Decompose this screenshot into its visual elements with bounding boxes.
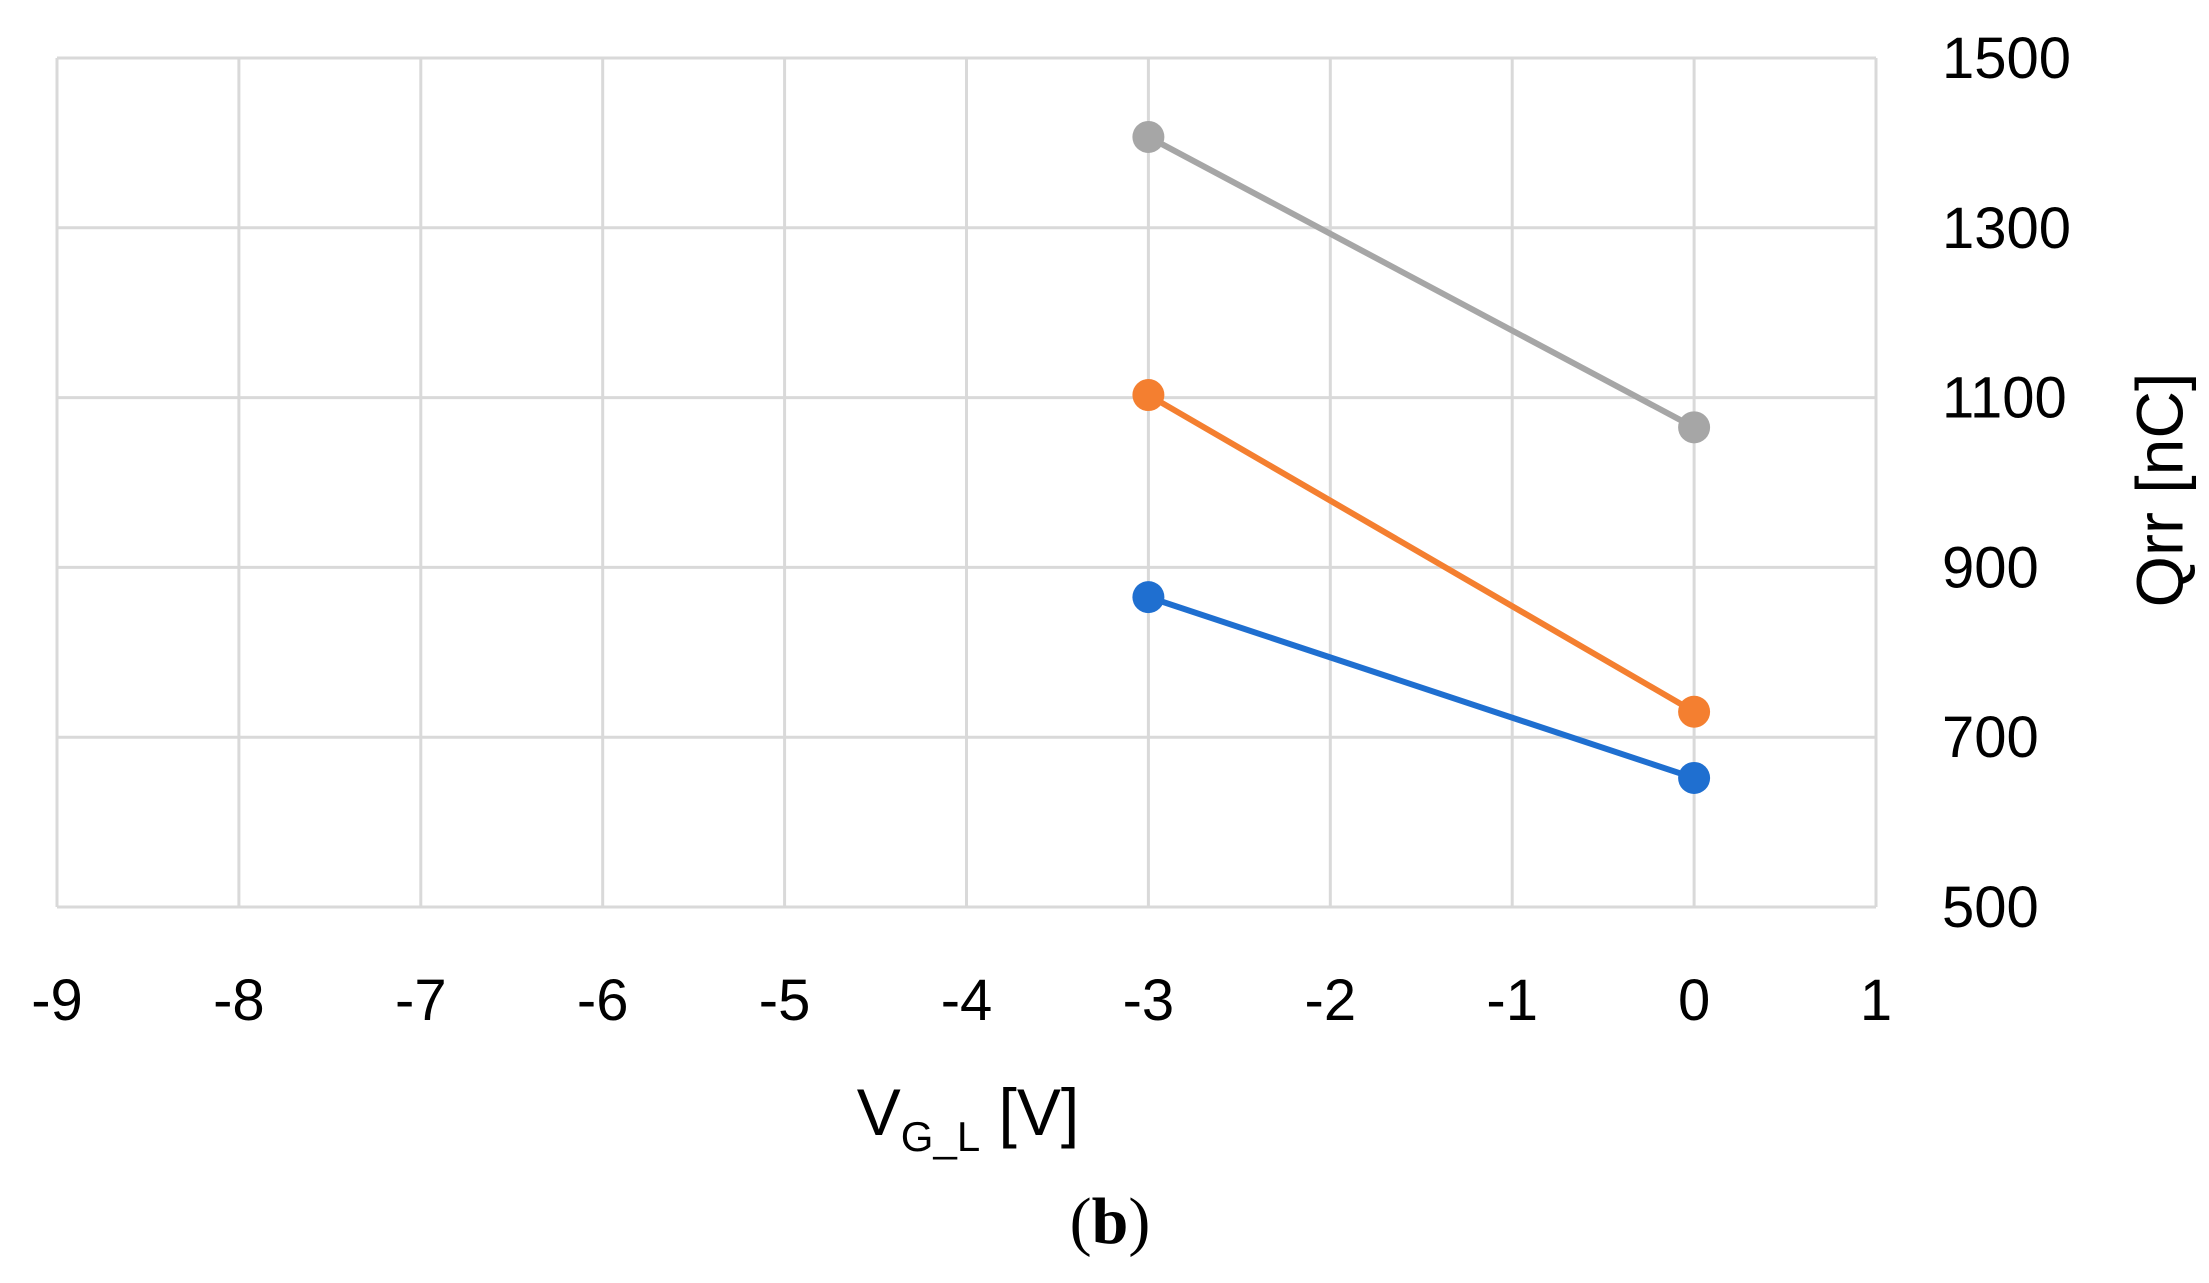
- x-tick-label: 0: [1678, 968, 1710, 1033]
- x-axis-title: VG_L [V]: [857, 1075, 1079, 1160]
- y-tick-labels: 500 700 900 1100 1300 1500: [1942, 26, 2071, 940]
- y-tick-label: 900: [1942, 535, 2039, 600]
- x-tick-label: -2: [1305, 968, 1357, 1033]
- data-point: [1678, 411, 1711, 444]
- data-point: [1132, 581, 1165, 614]
- data-point: [1678, 761, 1711, 794]
- series-line: [1145, 133, 1698, 431]
- x-tick-labels: -9 -8 -7 -6 -5 -4 -3 -2 -1 0 1: [31, 968, 1892, 1033]
- x-tick-label: 1: [1860, 968, 1892, 1033]
- x-tick-label: -5: [759, 968, 811, 1033]
- data-point: [1678, 695, 1711, 728]
- series-line: [1145, 392, 1698, 715]
- x-axis-title-main: V: [857, 1075, 901, 1149]
- x-tick-label: -9: [31, 968, 83, 1033]
- series-line: [1145, 594, 1698, 781]
- x-tick-label: -1: [1486, 968, 1538, 1033]
- data-point: [1132, 379, 1165, 412]
- y-tick-label: 1500: [1942, 26, 2071, 91]
- panel-label-close: ): [1128, 1185, 1150, 1258]
- y-tick-label: 500: [1942, 875, 2039, 940]
- panel-label-letter: b: [1092, 1185, 1129, 1258]
- data-point: [1132, 120, 1165, 153]
- y-tick-label: 1100: [1942, 366, 2067, 431]
- x-tick-label: -8: [213, 968, 265, 1033]
- y-axis-title: Qrr [nC]: [2122, 373, 2196, 608]
- x-axis-title-subscript: G_L: [901, 1113, 980, 1160]
- grid-lines: [55, 56, 1878, 909]
- x-tick-label: -3: [1123, 968, 1175, 1033]
- x-tick-label: -4: [941, 968, 993, 1033]
- panel-label: (b): [1070, 1185, 1151, 1258]
- x-tick-label: -6: [577, 968, 629, 1033]
- x-tick-label: -7: [395, 968, 447, 1033]
- panel-label-open: (: [1070, 1185, 1092, 1258]
- y-tick-label: 700: [1942, 705, 2039, 770]
- series-lines: [1132, 120, 1711, 794]
- y-tick-label: 1300: [1942, 196, 2071, 261]
- x-axis-title-unit: [V]: [980, 1075, 1079, 1149]
